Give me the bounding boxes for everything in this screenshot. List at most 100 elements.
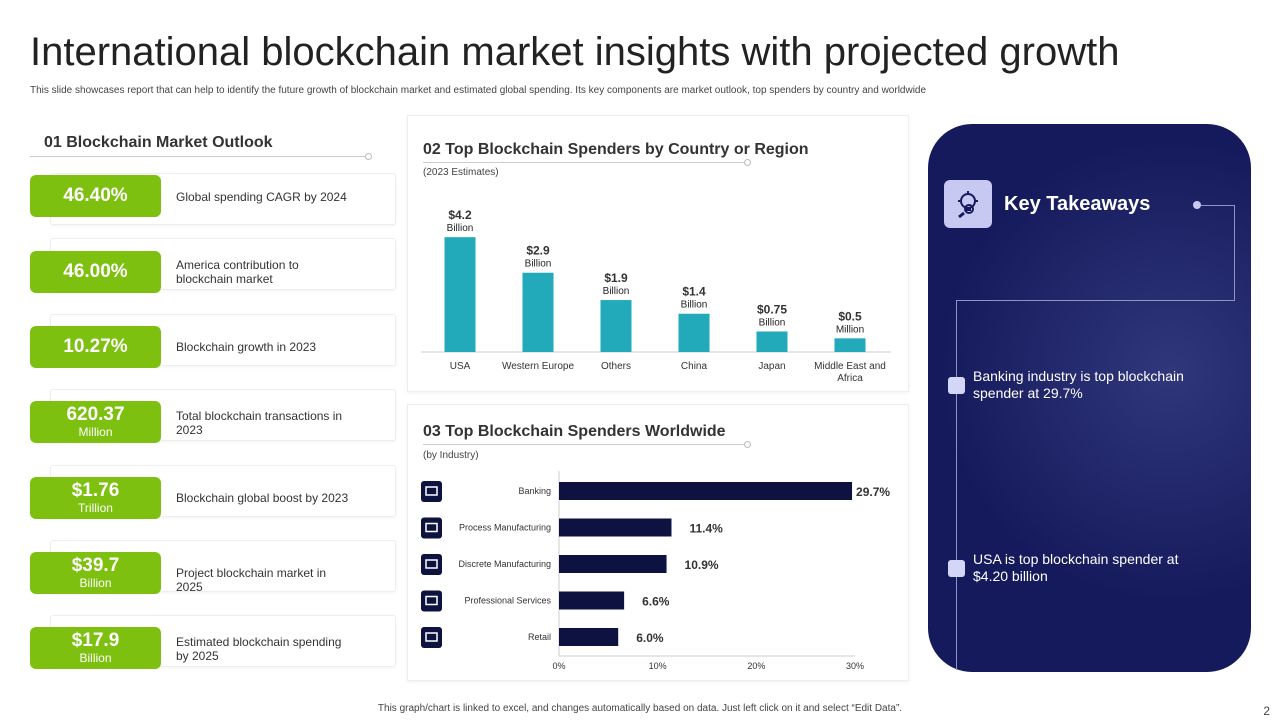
takeaways-connector-dot: [1193, 201, 1201, 209]
kpi-label: Blockchain growth in 2023: [176, 340, 317, 354]
industry-chart-subtitle: (by Industry): [423, 450, 479, 461]
bar: [678, 313, 710, 352]
x-tick-label: Middle East and: [814, 361, 886, 372]
x-tick-label: 0%: [552, 661, 565, 671]
takeaways-connector: [957, 300, 1235, 301]
y-tick-label: Discrete Manufacturing: [458, 559, 551, 569]
country-chart-divider-dot: [744, 159, 751, 166]
outlook-divider-dot: [365, 153, 372, 160]
bar: [559, 482, 853, 500]
takeaways-connector: [956, 300, 957, 670]
bar-unit-label: Billion: [681, 300, 708, 311]
factory-icon-glyph: [425, 522, 438, 533]
x-tick-label: Western Europe: [502, 361, 575, 372]
country-chart-subtitle: (2023 Estimates): [423, 167, 499, 178]
bar-unit-label: Billion: [603, 286, 630, 297]
takeaway-text: USA is top blockchain spender at $4.20 b…: [973, 551, 1179, 584]
bank-icon-glyph: [425, 486, 438, 496]
bar-value-label: $0.75: [757, 303, 787, 317]
y-tick-label: Process Manufacturing: [459, 523, 551, 533]
x-tick-label: USA: [450, 361, 471, 372]
bar: [756, 331, 788, 352]
store-icon-bg: [421, 627, 442, 648]
x-tick-label: 20%: [747, 661, 765, 671]
y-tick-label: Professional Services: [464, 596, 551, 606]
x-tick-label: 10%: [649, 661, 667, 671]
x-tick-label: Others: [601, 361, 631, 372]
y-tick-label: Retail: [528, 632, 551, 642]
page-title: International blockchain market insights…: [30, 30, 1120, 74]
takeaway-bullet: [948, 377, 965, 394]
takeaway-text: Banking industry is top blockchain spend…: [973, 368, 1184, 401]
bank-icon-bg: [421, 481, 442, 502]
x-tick-label: China: [681, 361, 708, 372]
industry-chart-panel: [407, 404, 909, 681]
bar: [522, 272, 554, 352]
y-tick-label: Banking: [518, 486, 551, 496]
bar: [600, 300, 632, 352]
bar-value-label: 6.6%: [642, 595, 670, 609]
footer-note: This graph/chart is linked to excel, and…: [377, 703, 903, 714]
bar-value-label: 6.0%: [636, 631, 664, 645]
services-icon-bg: [421, 590, 442, 612]
kpi-value: 46.40%: [63, 185, 128, 206]
outlook-divider: [30, 156, 368, 157]
outlook-heading: 01 Blockchain Market Outlook: [44, 134, 273, 151]
country-chart-title: 02 Top Blockchain Spenders by Country or…: [423, 141, 809, 158]
services-icon-glyph: [425, 595, 438, 606]
bar: [559, 518, 672, 537]
x-tick-label: Japan: [758, 361, 785, 372]
x-tick-label: 30%: [846, 661, 864, 671]
takeaways-title: Key Takeaways: [1004, 193, 1151, 215]
kpi-label: Project blockchain market in 2025: [176, 566, 327, 594]
takeaway-bullet: [948, 560, 965, 577]
kpi-unit: Trillion: [78, 501, 113, 515]
kpi-pill: $1.76 Trillion: [30, 477, 161, 519]
bar: [559, 628, 619, 646]
industry-chart-divider-dot: [744, 441, 751, 448]
gear-icon-glyph: [425, 559, 438, 569]
takeaways-connector: [1201, 205, 1235, 206]
gear-icon-bg: [421, 554, 442, 575]
kpi-label: America contribution to blockchain marke…: [176, 258, 299, 286]
kpi-unit: Billion: [79, 576, 112, 590]
industry-chart-divider: [423, 444, 745, 445]
kpi-pill: 620.37 Million: [30, 401, 161, 443]
factory-icon-bg: [421, 517, 442, 539]
bar-unit-label: Billion: [759, 318, 786, 329]
kpi-value: 620.37: [66, 404, 125, 425]
page-subtitle: This slide showcases report that can hel…: [30, 85, 927, 96]
kpi-label: Global spending CAGR by 2024: [176, 190, 347, 204]
kpi-value: 46.00%: [63, 261, 128, 282]
bar-value-label: $1.9: [604, 271, 628, 285]
kpi-pill: $17.9 Billion: [30, 627, 161, 669]
kpi-pill: $39.7 Billion: [30, 552, 161, 594]
factory-icon: [421, 517, 442, 539]
kpi-value: $1.76: [71, 480, 120, 501]
kpi-value: 10.27%: [63, 336, 128, 357]
bar-value-label: 10.9%: [685, 558, 719, 572]
bank-icon: [421, 481, 442, 502]
bar-unit-label: Billion: [447, 223, 474, 234]
kpi-unit: Billion: [79, 651, 112, 665]
kpi-label: Blockchain global boost by 2023: [176, 491, 349, 505]
services-icon: [421, 590, 442, 612]
takeaways-connector: [1234, 205, 1235, 301]
kpi-pill: 10.27%: [30, 326, 161, 368]
kpi-value: $17.9: [71, 630, 120, 651]
kpi-pill: 46.00%: [30, 251, 161, 293]
lightbulb-icon: [944, 180, 992, 228]
x-tick-label: Africa: [837, 373, 863, 384]
bar-unit-label: Million: [836, 324, 864, 335]
kpi-pill: 46.40%: [30, 175, 161, 217]
bar: [559, 555, 667, 573]
bar-value-label: $1.4: [682, 285, 706, 299]
kpi-value: $39.7: [71, 555, 120, 576]
bar-value-label: $2.9: [526, 244, 550, 258]
bar-value-label: $0.5: [838, 309, 862, 323]
bar-unit-label: Billion: [525, 259, 552, 270]
store-icon: [421, 627, 442, 648]
country-chart-panel: [407, 115, 909, 392]
store-icon-glyph: [425, 632, 438, 642]
